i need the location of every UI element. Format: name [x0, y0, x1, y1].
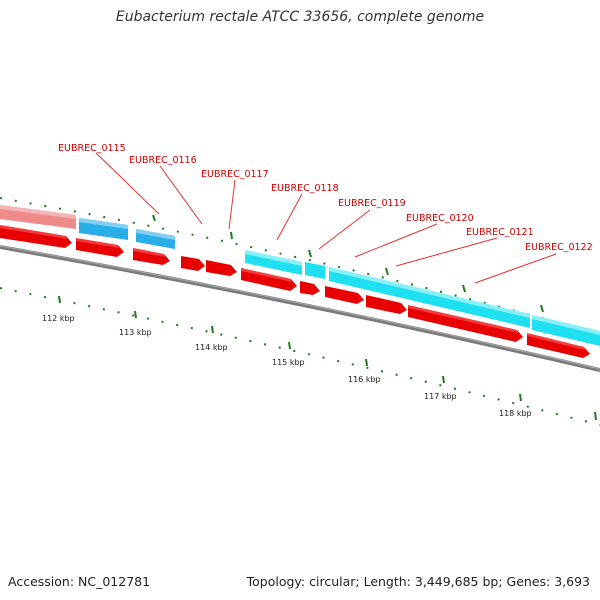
gene-label: EUBREC_0116 [129, 155, 197, 166]
gene-label: EUBREC_0121 [466, 227, 534, 238]
gene-feature-block [305, 262, 325, 279]
cds-arrow [366, 295, 407, 314]
gene-labels: EUBREC_0115 EUBREC_0116 EUBREC_0117 EUBR… [58, 143, 593, 253]
scale-label: 115 kbp [272, 358, 305, 367]
gene-feature-block [532, 315, 600, 335]
gene-label: EUBREC_0122 [525, 242, 593, 253]
gene-label: EUBREC_0119 [338, 198, 406, 209]
gene-label: EUBREC_0118 [271, 183, 339, 194]
gene-label: EUBREC_0115 [58, 143, 126, 154]
genome-backbone [0, 245, 600, 372]
accession-text: Accession: NC_012781 [8, 574, 151, 589]
outer-major-ticks [152, 214, 544, 313]
gene-feature-block [329, 267, 530, 318]
scale-label: 113 kbp [119, 328, 152, 337]
cds-track [0, 225, 590, 358]
scale-label: 118 kbp [499, 409, 532, 418]
scale-major-ticks [58, 295, 597, 421]
cds-arrow [181, 256, 205, 271]
cds-highlights [0, 225, 585, 350]
scale-label: 112 kbp [42, 314, 75, 323]
cds-arrow [325, 286, 364, 304]
gene-feature-block [0, 205, 76, 219]
genome-stats-text: Topology: circular; Length: 3,449,685 bp… [246, 574, 590, 589]
gene-feature-block [245, 250, 302, 266]
scale-ring [0, 287, 600, 426]
scale-label: 116 kbp [348, 375, 381, 384]
gene-feature-block [79, 218, 128, 229]
gene-track [0, 205, 600, 346]
genome-backbone-highlight [0, 245, 600, 370]
gene-label: EUBREC_0117 [201, 169, 269, 180]
label-leaders [95, 152, 557, 284]
gene-label: EUBREC_0120 [406, 213, 474, 224]
scale-label: 117 kbp [424, 392, 457, 401]
cds-arrow [206, 260, 237, 276]
scale-label: 114 kbp [195, 343, 228, 352]
map-title: Eubacterium rectale ATCC 33656, complete… [115, 9, 485, 25]
gene-feature-block [136, 229, 175, 240]
scale-labels: 112 kbp 113 kbp 114 kbp 115 kbp 116 kbp … [42, 314, 532, 418]
cds-arrow [300, 281, 320, 295]
